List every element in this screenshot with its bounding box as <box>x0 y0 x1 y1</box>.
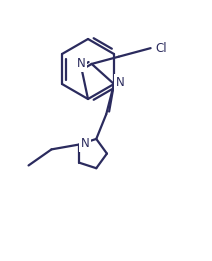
Text: N: N <box>116 75 124 88</box>
Text: Cl: Cl <box>156 42 167 55</box>
Text: N: N <box>76 57 85 70</box>
Text: N: N <box>81 137 89 150</box>
